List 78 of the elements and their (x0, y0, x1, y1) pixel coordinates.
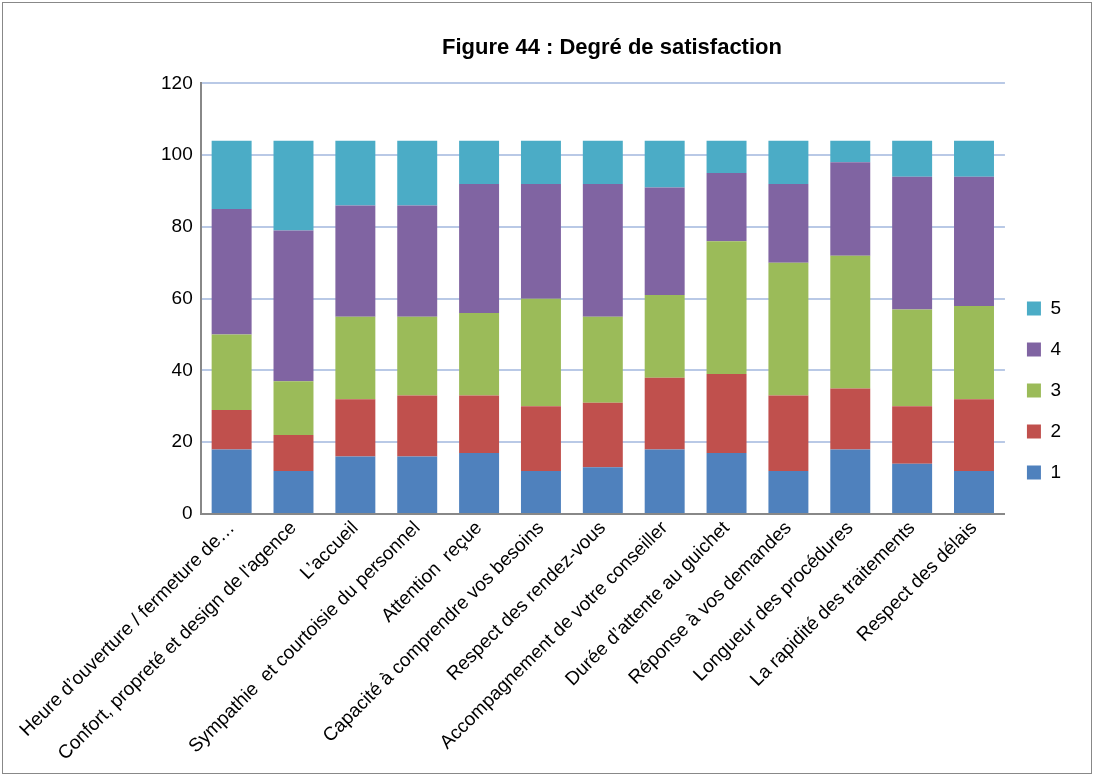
bar (397, 205, 438, 317)
chart-title: Figure 44 : Degré de satisfaction (442, 34, 782, 60)
y-tick-label: 40 (171, 358, 193, 380)
bar (211, 334, 252, 410)
bar (273, 435, 314, 471)
y-tick-label: 120 (161, 71, 193, 93)
bar (335, 140, 376, 206)
bar (459, 183, 500, 314)
bar (273, 230, 314, 382)
bar (273, 140, 314, 231)
bar (954, 176, 994, 306)
bar (892, 140, 933, 177)
bar (582, 140, 623, 184)
bar (459, 313, 500, 396)
bar (273, 470, 314, 514)
y-tick-label: 60 (171, 286, 193, 308)
bar (211, 409, 252, 450)
bar (335, 399, 376, 457)
legend-label: 1 (1050, 460, 1062, 482)
bar (768, 183, 809, 263)
bar (768, 395, 809, 471)
bar (582, 316, 623, 403)
bar (335, 456, 376, 514)
bar (706, 453, 747, 514)
bar (397, 456, 438, 514)
legend-label: 3 (1050, 378, 1062, 400)
legend-label: 4 (1050, 337, 1062, 359)
bar (397, 140, 438, 206)
bar (768, 140, 809, 184)
bar (830, 449, 871, 514)
bar (397, 316, 438, 396)
bar (644, 449, 685, 514)
bar (706, 241, 747, 375)
bar (892, 406, 933, 464)
bar (211, 140, 252, 209)
bar (211, 449, 252, 514)
bar (768, 262, 809, 396)
bar (892, 309, 933, 407)
bar (644, 187, 685, 296)
bar (954, 140, 994, 177)
bar (954, 470, 994, 514)
bar (706, 374, 747, 454)
bar (644, 140, 685, 188)
y-tick-label: 80 (171, 215, 193, 237)
bar (211, 209, 252, 335)
bar (520, 298, 561, 407)
bar (706, 173, 747, 242)
bar (830, 255, 871, 389)
bar (830, 140, 871, 163)
bar (830, 388, 871, 450)
bar (335, 205, 376, 317)
y-tick-label: 0 (182, 502, 193, 524)
bar (520, 140, 561, 184)
y-tick-label: 20 (171, 430, 193, 452)
bar (582, 402, 623, 468)
bar (459, 453, 500, 514)
bar (335, 316, 376, 400)
bar (459, 395, 500, 454)
bar (459, 140, 500, 184)
bar (520, 183, 561, 299)
legend-label: 5 (1050, 296, 1062, 318)
bar (892, 176, 933, 310)
bar (954, 399, 994, 471)
bar (830, 162, 871, 256)
bar (644, 295, 685, 378)
legend-label: 2 (1050, 419, 1062, 441)
bar (706, 140, 747, 174)
bar (768, 470, 809, 514)
bar (582, 183, 623, 317)
bar (397, 395, 438, 457)
bar (644, 377, 685, 450)
bar (954, 305, 994, 400)
bar (520, 406, 561, 471)
y-tick-label: 100 (161, 143, 193, 165)
bar (273, 381, 314, 436)
bar (520, 470, 561, 514)
bar (582, 467, 623, 514)
bar (892, 463, 933, 514)
